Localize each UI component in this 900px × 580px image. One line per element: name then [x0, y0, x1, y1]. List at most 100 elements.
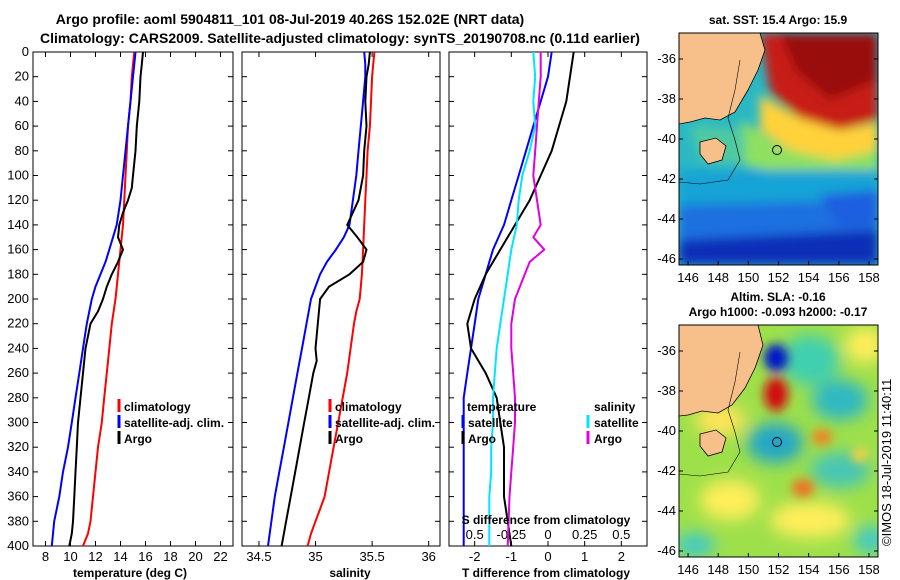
x-tick-label: 10 — [63, 549, 77, 564]
map-x-tick-label: 146 — [677, 562, 699, 577]
map-x-tick-label: 158 — [858, 270, 880, 285]
map-y-tick-label: -38 — [657, 91, 676, 106]
sla-map-title: Altim. SLA: -0.16 — [730, 290, 826, 304]
series-line-argo — [68, 51, 144, 547]
series-line-t-satellite — [462, 51, 553, 546]
difference-legend: temperature satellite Argo salinity sate… — [461, 400, 639, 446]
map-y-tick-label: -40 — [657, 131, 676, 146]
depth-tick-label: 260 — [7, 365, 29, 380]
s-diff-tick-label: 0 — [544, 527, 551, 542]
series-line-argo — [280, 51, 371, 547]
depth-axis-labels: 0 20 40 60 80 100 120 140 160 180 200 220 240 260 280 3… — [7, 44, 29, 553]
difference-ticks: -2 -1 0 1 2 0.5 -0.25 0 0.25 0.5 — [449, 51, 647, 564]
series-line-t-argo — [466, 51, 575, 547]
sla-map-image — [679, 325, 878, 557]
depth-tick-label: 180 — [7, 266, 29, 281]
sst-map-title: sat. SST: 15.4 Argo: 15.9 — [709, 13, 848, 27]
map-x-tick-label: 158 — [858, 562, 880, 577]
figure-title-line1: Argo profile: aoml 5904811_101 08-Jul-20… — [56, 11, 524, 27]
difference-series — [462, 51, 575, 547]
depth-tick-label: 0 — [22, 44, 29, 59]
legend-argo-label: Argo — [335, 432, 363, 446]
salinity-series — [267, 51, 376, 547]
depth-tick-label: 300 — [7, 415, 29, 430]
x-tick-label: -1 — [506, 549, 518, 564]
x-tick-label: 0 — [544, 549, 551, 564]
temperature-ticks: 8 10 12 14 16 18 20 22 — [33, 51, 233, 564]
legend-climatology-label: climatology — [335, 400, 402, 414]
salinity-xlabel: salinity — [329, 566, 371, 580]
depth-tick-label: 80 — [15, 143, 29, 158]
legend-s-satellite-label: satellite — [594, 416, 639, 430]
legend-satellite-label: satellite-adj. clim. — [335, 416, 435, 430]
figure-title-line2: Climatology: CARS2009. Satellite-adjuste… — [40, 30, 640, 46]
temperature-panel: 8 10 12 14 16 18 20 22 temperature (deg C) clim… — [32, 51, 234, 580]
map-x-tick-label: 148 — [707, 270, 729, 285]
depth-tick-label: 240 — [7, 340, 29, 355]
map-x-tick-label: 152 — [768, 270, 790, 285]
map-y-tick-label: -46 — [657, 543, 676, 558]
s-diff-tick-label: 0.5 — [612, 527, 630, 542]
x-tick-label: 1 — [581, 549, 588, 564]
depth-tick-label: 160 — [7, 242, 29, 257]
sst-map-image — [679, 33, 878, 265]
salinity-ticks: 34.5 35 35.5 36 — [242, 51, 440, 564]
difference-panel: -2 -1 0 1 2 0.5 -0.25 0 0.25 0.5 S difference fro… — [448, 51, 648, 580]
legend-satellite-label: satellite-adj. clim. — [124, 416, 224, 430]
x-tick-label: 12 — [88, 549, 102, 564]
x-tick-label: 16 — [138, 549, 152, 564]
series-line-s-argo — [506, 52, 546, 547]
x-tick-label: 18 — [163, 549, 177, 564]
map-x-tick-label: 154 — [798, 562, 820, 577]
depth-tick-label: 340 — [7, 464, 29, 479]
depth-tick-label: 120 — [7, 192, 29, 207]
map-y-tick-label: -46 — [657, 251, 676, 266]
sla-map-panel: Altim. SLA: -0.16 Argo h1000: -0.093 h20… — [657, 290, 880, 577]
x-tick-label: 35.5 — [359, 549, 384, 564]
map-y-tick-label: -40 — [657, 423, 676, 438]
map-y-tick-label: -44 — [657, 503, 676, 518]
map-x-tick-label: 146 — [677, 270, 699, 285]
salinity-legend: climatology satellite-adj. clim. Argo — [328, 399, 435, 446]
x-tick-label: 2 — [618, 549, 625, 564]
map-x-tick-label: 150 — [737, 270, 759, 285]
difference-xlabel-salinity: S difference from climatology — [462, 513, 631, 527]
depth-tick-label: 100 — [7, 168, 29, 183]
series-line-satellite-adj-clim- — [267, 51, 367, 547]
temperature-xlabel: temperature (deg C) — [73, 566, 187, 580]
x-tick-label: 36 — [421, 549, 435, 564]
legend-argo-label: Argo — [124, 432, 152, 446]
sst-map-panel: sat. SST: 15.4 Argo: 15.9 146 148 150 152 15… — [657, 13, 880, 285]
temperature-series — [50, 51, 144, 547]
x-tick-label: 35 — [308, 549, 322, 564]
depth-tick-label: 400 — [7, 538, 29, 553]
series-line-climatology — [82, 51, 136, 547]
x-tick-label: 8 — [42, 549, 49, 564]
map-x-tick-label: 156 — [828, 270, 850, 285]
map-y-tick-label: -42 — [657, 171, 676, 186]
x-tick-label: 20 — [188, 549, 202, 564]
s-diff-tick-label: 0.5 — [466, 527, 484, 542]
series-line-climatology — [306, 51, 376, 547]
map-x-tick-label: 154 — [798, 270, 820, 285]
x-tick-label: 34.5 — [246, 549, 271, 564]
series-line-satellite-adj-clim- — [50, 51, 137, 547]
argo-position-marker — [772, 145, 782, 155]
imos-credit: ©IMOS 18-Jul-2019 11:40:11 — [879, 379, 894, 546]
depth-tick-label: 20 — [15, 69, 29, 84]
depth-tick-label: 320 — [7, 439, 29, 454]
argo-position-marker — [772, 437, 782, 447]
series-line-s-satellite — [488, 51, 537, 546]
map-y-tick-label: -42 — [657, 463, 676, 478]
legend-s-argo-label: Argo — [594, 432, 622, 446]
legend-temperature-title: temperature — [467, 400, 537, 414]
depth-tick-label: 140 — [7, 217, 29, 232]
legend-t-argo-label: Argo — [468, 432, 496, 446]
map-y-tick-label: -36 — [657, 51, 676, 66]
temperature-legend: climatology satellite-adj. clim. Argo — [117, 399, 224, 446]
map-x-tick-label: 156 — [828, 562, 850, 577]
map-x-tick-label: 152 — [768, 562, 790, 577]
depth-tick-label: 380 — [7, 513, 29, 528]
salinity-plot-frame — [241, 51, 441, 547]
